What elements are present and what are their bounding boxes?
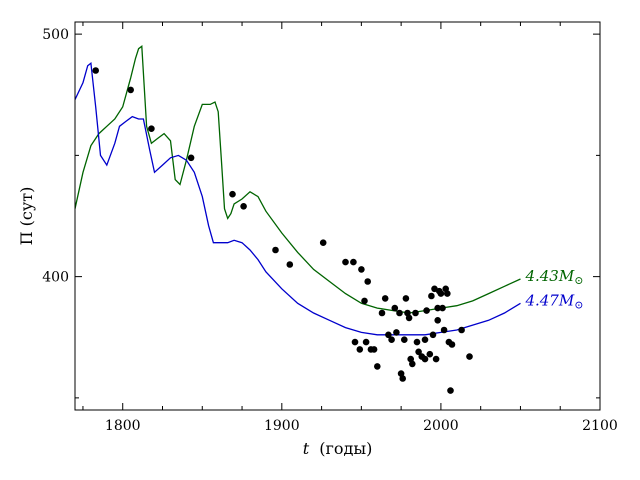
data-point [393, 329, 400, 336]
data-point [396, 309, 403, 317]
x-axis-variable: t [303, 439, 310, 458]
data-point [405, 314, 413, 322]
series-line-2 [75, 61, 521, 336]
x-axis-unit: (годы) [319, 439, 372, 458]
data-point [342, 258, 349, 266]
data-point [421, 355, 429, 363]
data-point [437, 290, 445, 297]
data-point [187, 154, 195, 162]
data-point [229, 190, 236, 198]
series-line-1 [75, 45, 521, 314]
series-labels: 4.43M⊙ 4.47M⊙ [524, 267, 583, 311]
series-label-2: 4.47M⊙ [524, 291, 583, 311]
data-point [428, 292, 435, 300]
data-point [148, 125, 155, 132]
data-point [429, 331, 437, 339]
data-point [434, 317, 442, 324]
x-tick-label: 2000 [423, 418, 459, 434]
data-point [434, 304, 442, 312]
data-point [370, 346, 378, 353]
data-point [358, 266, 365, 273]
y-tick-label: 400 [42, 270, 69, 286]
y-tick-label: 500 [42, 27, 69, 43]
data-point [458, 326, 465, 334]
axis-ticks: 1800 1900 2000 2100 400 500 [42, 22, 618, 434]
plot-frame [74, 21, 601, 411]
data-point [440, 326, 448, 334]
data-point [272, 246, 279, 254]
data-point [466, 353, 473, 360]
x-tick-label: 1900 [264, 418, 300, 434]
data-point [412, 309, 419, 317]
data-point [448, 341, 456, 348]
y-axis-label: Π (сут) [17, 187, 36, 246]
data-point [432, 355, 440, 363]
series-label-1: 4.43M⊙ [524, 267, 583, 287]
x-axis-label: t (годы) [303, 439, 373, 458]
data-point [356, 346, 364, 353]
data-point [447, 387, 454, 394]
data-point [351, 338, 359, 346]
data-point [364, 278, 372, 285]
series-layer [75, 45, 521, 336]
data-point [350, 258, 357, 266]
data-point [374, 363, 381, 370]
data-point [127, 86, 134, 94]
data-point [415, 348, 422, 356]
x-tick-label: 2100 [582, 418, 618, 434]
data-points [92, 67, 473, 394]
data-point [286, 261, 294, 268]
data-point [439, 304, 446, 312]
data-point [401, 336, 408, 344]
data-point [240, 203, 247, 210]
data-point [444, 290, 451, 297]
data-point [426, 350, 434, 358]
data-point [388, 336, 395, 344]
data-point [423, 307, 430, 314]
data-point [381, 295, 389, 302]
x-tick-label: 1800 [105, 418, 141, 434]
data-point [413, 338, 421, 346]
data-point [399, 375, 407, 382]
data-point [391, 304, 399, 312]
data-point [409, 360, 416, 368]
data-point [385, 331, 392, 339]
data-point [378, 309, 386, 317]
data-point [421, 336, 429, 344]
data-point [319, 239, 327, 246]
data-point [402, 295, 410, 302]
data-point [361, 297, 368, 305]
data-point [362, 338, 370, 346]
data-point [92, 67, 99, 74]
